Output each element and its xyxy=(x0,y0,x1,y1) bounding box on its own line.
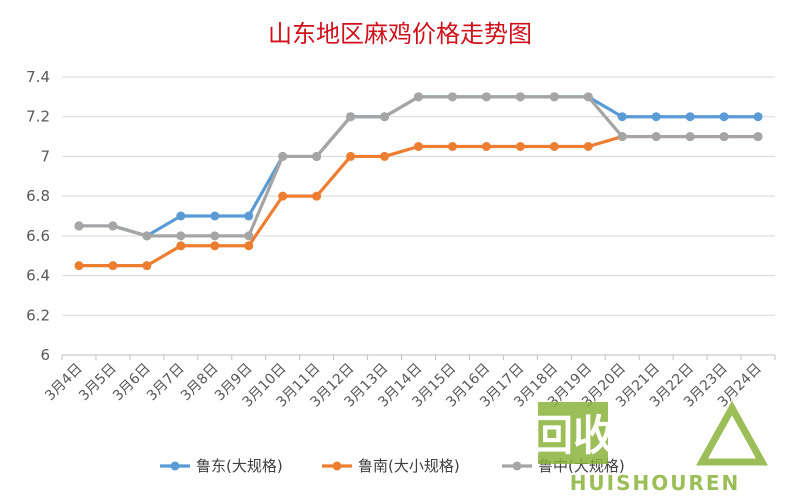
data-point xyxy=(617,132,627,142)
series-2 xyxy=(74,132,763,271)
x-tick-label: 3月8日 xyxy=(178,361,222,405)
data-point xyxy=(481,92,491,102)
data-point xyxy=(210,231,220,241)
data-point xyxy=(108,221,118,231)
data-point xyxy=(108,261,118,271)
data-point xyxy=(685,132,695,142)
data-point xyxy=(346,112,356,122)
legend-swatch-marker xyxy=(512,461,522,471)
legend-swatch-marker xyxy=(332,461,342,471)
legend: 鲁东(大规格) 鲁南(大小规格) 鲁中(大规格) xyxy=(160,457,625,475)
data-point xyxy=(414,142,423,151)
legend-item-2: 鲁南(大小规格) xyxy=(322,457,460,475)
x-tick-label: 3月6日 xyxy=(110,361,154,405)
data-point xyxy=(210,211,220,221)
data-point xyxy=(685,112,695,122)
series-layer xyxy=(74,92,763,271)
data-point xyxy=(447,142,457,151)
y-tick-label: 6.2 xyxy=(26,306,50,324)
gridlines xyxy=(62,76,775,316)
data-point xyxy=(176,241,186,251)
data-point xyxy=(176,231,186,241)
series-3 xyxy=(74,92,763,241)
data-point xyxy=(753,112,763,122)
data-point xyxy=(312,191,322,201)
data-point xyxy=(549,92,559,102)
legend-swatch-marker xyxy=(170,461,180,471)
data-point xyxy=(312,151,322,161)
data-point xyxy=(583,92,593,102)
chart-title: 山东地区麻鸡价格走势图 xyxy=(268,20,532,48)
data-point xyxy=(719,132,729,142)
series-1 xyxy=(74,92,763,241)
watermark-brand-text: HUISHOUREN xyxy=(570,471,741,495)
x-tick-label: 3月4日 xyxy=(42,361,86,405)
y-tick-label: 6.4 xyxy=(26,267,50,285)
data-point xyxy=(210,241,220,251)
x-tick-label: 3月7日 xyxy=(144,361,188,405)
data-point xyxy=(617,112,627,122)
data-point xyxy=(74,221,84,231)
data-point xyxy=(244,211,254,221)
y-tick-label: 7.4 xyxy=(26,68,50,86)
data-point xyxy=(651,112,661,122)
data-point xyxy=(278,191,288,201)
axes xyxy=(61,354,776,360)
data-point xyxy=(481,142,491,151)
legend-label: 鲁东(大规格) xyxy=(196,457,283,475)
data-point xyxy=(719,112,729,122)
legend-label: 鲁南(大小规格) xyxy=(358,457,460,475)
data-point xyxy=(176,211,186,221)
data-point xyxy=(244,241,254,251)
data-point xyxy=(380,151,390,161)
data-point xyxy=(414,92,423,102)
legend-item-1: 鲁东(大规格) xyxy=(160,457,283,475)
data-point xyxy=(278,151,288,161)
y-tick-label: 7.2 xyxy=(26,108,50,126)
data-point xyxy=(244,231,254,241)
data-point xyxy=(583,142,593,151)
data-point xyxy=(447,92,457,102)
x-tick-label: 3月5日 xyxy=(76,361,120,405)
data-point xyxy=(515,142,525,151)
data-point xyxy=(74,261,84,271)
data-point xyxy=(753,132,763,142)
watermark-mark-icon xyxy=(696,400,768,466)
y-tick-label: 6 xyxy=(40,346,50,364)
watermark-logo-text: 回收 xyxy=(531,411,615,460)
y-tick-label: 6.6 xyxy=(26,227,50,245)
data-point xyxy=(380,112,390,122)
y-tick-label: 6.8 xyxy=(26,187,50,205)
data-point xyxy=(346,151,356,161)
y-tick-labels: 6 6.2 6.4 6.6 6.8 7 7.2 7.4 xyxy=(26,68,50,364)
watermark-logo: 回收 HUISHOUREN xyxy=(531,400,768,495)
y-tick-label: 7 xyxy=(40,147,50,165)
data-point xyxy=(142,231,152,241)
data-point xyxy=(549,142,559,151)
data-point xyxy=(142,261,152,271)
data-point xyxy=(651,132,661,142)
watermark-badge xyxy=(538,402,608,464)
data-point xyxy=(515,92,525,102)
